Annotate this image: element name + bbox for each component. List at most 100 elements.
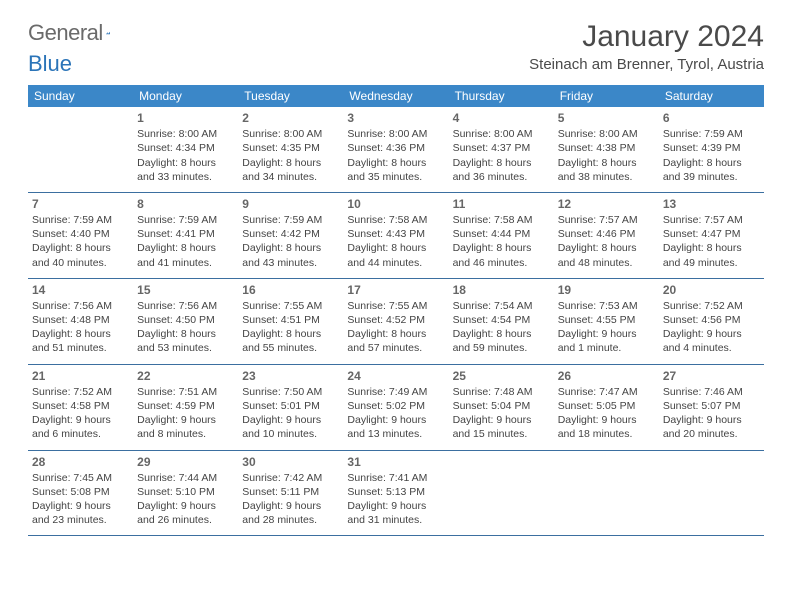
sunrise-line: Sunrise: 7:59 AM bbox=[32, 213, 129, 227]
sunrise-line: Sunrise: 7:50 AM bbox=[242, 385, 339, 399]
calendar-day-cell: 25Sunrise: 7:48 AMSunset: 5:04 PMDayligh… bbox=[449, 364, 554, 450]
day-number: 24 bbox=[347, 368, 444, 384]
daylight-line: Daylight: 8 hours and 57 minutes. bbox=[347, 327, 444, 355]
sunset-line: Sunset: 4:35 PM bbox=[242, 141, 339, 155]
sunset-line: Sunset: 5:01 PM bbox=[242, 399, 339, 413]
sunrise-line: Sunrise: 7:48 AM bbox=[453, 385, 550, 399]
brand-text-general: General bbox=[28, 20, 103, 46]
sunrise-line: Sunrise: 7:51 AM bbox=[137, 385, 234, 399]
calendar-day-cell: 23Sunrise: 7:50 AMSunset: 5:01 PMDayligh… bbox=[238, 364, 343, 450]
daylight-line: Daylight: 8 hours and 39 minutes. bbox=[663, 156, 760, 184]
calendar-day-cell: 6Sunrise: 7:59 AMSunset: 4:39 PMDaylight… bbox=[659, 107, 764, 192]
sunset-line: Sunset: 4:42 PM bbox=[242, 227, 339, 241]
calendar-week-row: 14Sunrise: 7:56 AMSunset: 4:48 PMDayligh… bbox=[28, 278, 764, 364]
calendar-day-cell: 26Sunrise: 7:47 AMSunset: 5:05 PMDayligh… bbox=[554, 364, 659, 450]
daylight-line: Daylight: 9 hours and 8 minutes. bbox=[137, 413, 234, 441]
calendar-day-cell: 21Sunrise: 7:52 AMSunset: 4:58 PMDayligh… bbox=[28, 364, 133, 450]
calendar-day-cell: 4Sunrise: 8:00 AMSunset: 4:37 PMDaylight… bbox=[449, 107, 554, 192]
daylight-line: Daylight: 9 hours and 31 minutes. bbox=[347, 499, 444, 527]
day-number: 31 bbox=[347, 454, 444, 470]
sunrise-line: Sunrise: 7:42 AM bbox=[242, 471, 339, 485]
daylight-line: Daylight: 8 hours and 34 minutes. bbox=[242, 156, 339, 184]
weekday-header-row: Sunday Monday Tuesday Wednesday Thursday… bbox=[28, 85, 764, 107]
calendar-day-cell: 11Sunrise: 7:58 AMSunset: 4:44 PMDayligh… bbox=[449, 192, 554, 278]
sunset-line: Sunset: 4:34 PM bbox=[137, 141, 234, 155]
sunrise-line: Sunrise: 7:58 AM bbox=[347, 213, 444, 227]
sunset-line: Sunset: 5:07 PM bbox=[663, 399, 760, 413]
sunset-line: Sunset: 4:47 PM bbox=[663, 227, 760, 241]
sunset-line: Sunset: 4:54 PM bbox=[453, 313, 550, 327]
day-number: 26 bbox=[558, 368, 655, 384]
day-number: 15 bbox=[137, 282, 234, 298]
sunrise-line: Sunrise: 7:56 AM bbox=[32, 299, 129, 313]
day-number: 4 bbox=[453, 110, 550, 126]
daylight-line: Daylight: 9 hours and 10 minutes. bbox=[242, 413, 339, 441]
sunrise-line: Sunrise: 7:59 AM bbox=[137, 213, 234, 227]
calendar-day-cell: 8Sunrise: 7:59 AMSunset: 4:41 PMDaylight… bbox=[133, 192, 238, 278]
daylight-line: Daylight: 9 hours and 26 minutes. bbox=[137, 499, 234, 527]
daylight-line: Daylight: 8 hours and 59 minutes. bbox=[453, 327, 550, 355]
calendar-body: 1Sunrise: 8:00 AMSunset: 4:34 PMDaylight… bbox=[28, 107, 764, 536]
calendar-day-cell: 31Sunrise: 7:41 AMSunset: 5:13 PMDayligh… bbox=[343, 450, 448, 536]
sunrise-line: Sunrise: 7:47 AM bbox=[558, 385, 655, 399]
sunset-line: Sunset: 4:55 PM bbox=[558, 313, 655, 327]
calendar-day-cell: 9Sunrise: 7:59 AMSunset: 4:42 PMDaylight… bbox=[238, 192, 343, 278]
sunrise-line: Sunrise: 7:59 AM bbox=[663, 127, 760, 141]
brand-mark-icon bbox=[106, 26, 110, 40]
day-number: 28 bbox=[32, 454, 129, 470]
sunrise-line: Sunrise: 7:55 AM bbox=[242, 299, 339, 313]
calendar-day-cell: 16Sunrise: 7:55 AMSunset: 4:51 PMDayligh… bbox=[238, 278, 343, 364]
weekday-header: Saturday bbox=[659, 85, 764, 107]
daylight-line: Daylight: 8 hours and 41 minutes. bbox=[137, 241, 234, 269]
day-number: 13 bbox=[663, 196, 760, 212]
weekday-header: Tuesday bbox=[238, 85, 343, 107]
sunrise-line: Sunrise: 7:57 AM bbox=[558, 213, 655, 227]
calendar-day-cell: 22Sunrise: 7:51 AMSunset: 4:59 PMDayligh… bbox=[133, 364, 238, 450]
daylight-line: Daylight: 8 hours and 55 minutes. bbox=[242, 327, 339, 355]
day-number: 30 bbox=[242, 454, 339, 470]
day-number: 22 bbox=[137, 368, 234, 384]
day-number: 2 bbox=[242, 110, 339, 126]
day-number: 10 bbox=[347, 196, 444, 212]
calendar-day-cell: 28Sunrise: 7:45 AMSunset: 5:08 PMDayligh… bbox=[28, 450, 133, 536]
sunset-line: Sunset: 4:48 PM bbox=[32, 313, 129, 327]
sunset-line: Sunset: 4:38 PM bbox=[558, 141, 655, 155]
sunrise-line: Sunrise: 7:52 AM bbox=[32, 385, 129, 399]
sunset-line: Sunset: 5:05 PM bbox=[558, 399, 655, 413]
day-number: 18 bbox=[453, 282, 550, 298]
brand-logo: General bbox=[28, 20, 130, 46]
sunrise-line: Sunrise: 8:00 AM bbox=[242, 127, 339, 141]
sunrise-line: Sunrise: 8:00 AM bbox=[558, 127, 655, 141]
sunset-line: Sunset: 5:10 PM bbox=[137, 485, 234, 499]
daylight-line: Daylight: 9 hours and 6 minutes. bbox=[32, 413, 129, 441]
sunrise-line: Sunrise: 7:57 AM bbox=[663, 213, 760, 227]
month-title: January 2024 bbox=[529, 20, 764, 54]
daylight-line: Daylight: 8 hours and 46 minutes. bbox=[453, 241, 550, 269]
sunrise-line: Sunrise: 7:59 AM bbox=[242, 213, 339, 227]
day-number: 16 bbox=[242, 282, 339, 298]
calendar-day-cell: 3Sunrise: 8:00 AMSunset: 4:36 PMDaylight… bbox=[343, 107, 448, 192]
sunrise-line: Sunrise: 8:00 AM bbox=[347, 127, 444, 141]
calendar-day-cell: 5Sunrise: 8:00 AMSunset: 4:38 PMDaylight… bbox=[554, 107, 659, 192]
day-number: 20 bbox=[663, 282, 760, 298]
sunset-line: Sunset: 4:43 PM bbox=[347, 227, 444, 241]
sunrise-line: Sunrise: 7:44 AM bbox=[137, 471, 234, 485]
day-number: 25 bbox=[453, 368, 550, 384]
day-number: 3 bbox=[347, 110, 444, 126]
daylight-line: Daylight: 9 hours and 23 minutes. bbox=[32, 499, 129, 527]
calendar-day-cell bbox=[449, 450, 554, 536]
day-number: 6 bbox=[663, 110, 760, 126]
sunrise-line: Sunrise: 7:53 AM bbox=[558, 299, 655, 313]
calendar-day-cell bbox=[28, 107, 133, 192]
daylight-line: Daylight: 9 hours and 15 minutes. bbox=[453, 413, 550, 441]
calendar-day-cell: 15Sunrise: 7:56 AMSunset: 4:50 PMDayligh… bbox=[133, 278, 238, 364]
daylight-line: Daylight: 9 hours and 28 minutes. bbox=[242, 499, 339, 527]
sunset-line: Sunset: 4:56 PM bbox=[663, 313, 760, 327]
daylight-line: Daylight: 8 hours and 51 minutes. bbox=[32, 327, 129, 355]
sunrise-line: Sunrise: 7:49 AM bbox=[347, 385, 444, 399]
calendar-day-cell: 14Sunrise: 7:56 AMSunset: 4:48 PMDayligh… bbox=[28, 278, 133, 364]
sunrise-line: Sunrise: 7:45 AM bbox=[32, 471, 129, 485]
sunset-line: Sunset: 4:44 PM bbox=[453, 227, 550, 241]
weekday-header: Wednesday bbox=[343, 85, 448, 107]
daylight-line: Daylight: 8 hours and 44 minutes. bbox=[347, 241, 444, 269]
